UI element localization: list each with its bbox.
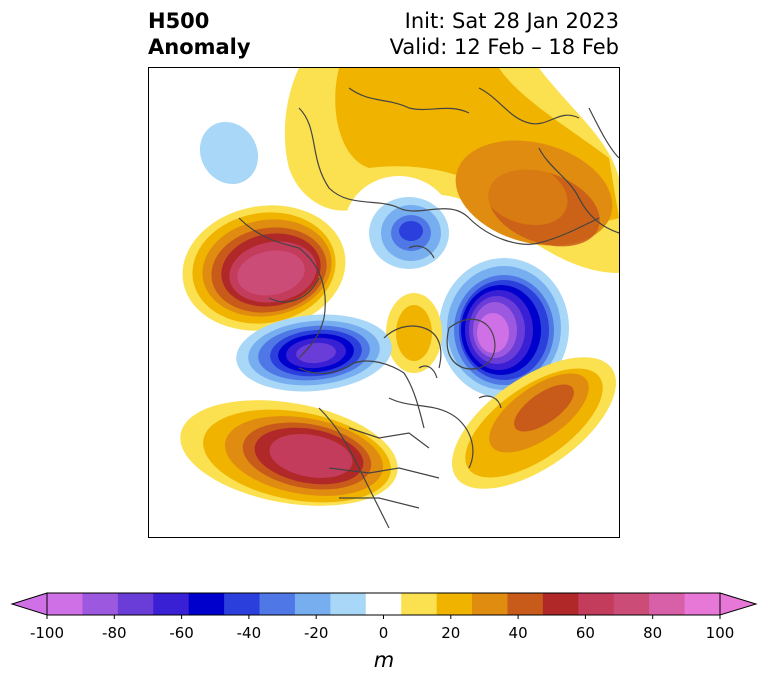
coastlines <box>238 87 619 529</box>
colorbar-tick-label: -20 <box>303 624 329 642</box>
map-dates: Init: Sat 28 Jan 2023 Valid: 12 Feb – 18… <box>390 8 619 60</box>
colorbar-bin <box>117 593 154 615</box>
colorbar-tick-label: 40 <box>508 624 528 642</box>
colorbar-tick-label: -100 <box>29 624 65 642</box>
colorbar-bin <box>188 593 225 615</box>
colorbar-bin <box>578 593 615 615</box>
western-europe-trough <box>439 258 569 398</box>
colorbar-bin <box>649 593 686 615</box>
map-panel <box>148 67 620 538</box>
colorbar-bin <box>684 593 721 615</box>
colorbar-graphic <box>10 592 758 619</box>
colorbar-unit: m <box>373 648 395 672</box>
colorbar-tick-label: 20 <box>441 624 461 642</box>
colorbar <box>10 590 758 624</box>
colorbar-bin <box>507 593 544 615</box>
anomaly-map <box>180 68 619 529</box>
central-pacific-ridge <box>180 400 398 506</box>
colorbar-bin <box>613 593 650 615</box>
init-date: Init: Sat 28 Jan 2023 <box>404 9 619 33</box>
eastern-europe-ridge <box>455 140 613 247</box>
colorbar-bin <box>401 593 438 615</box>
colorbar-bin <box>224 593 261 615</box>
colorbar-tick-label: 0 <box>378 624 389 642</box>
colorbar-over-arrow <box>719 592 758 616</box>
colorbar-bin <box>436 593 473 615</box>
colorbar-tick-label: 100 <box>705 624 735 642</box>
colorbar-bin <box>259 593 296 615</box>
title-line-1: H500 <box>148 9 210 33</box>
colorbar-bin <box>365 593 402 615</box>
colorbar-bin <box>153 593 190 615</box>
colorbar-bin <box>294 593 331 615</box>
colorbar-bin <box>47 593 83 615</box>
north-atlantic-ridge <box>452 357 616 489</box>
colorbar-tick-label: 60 <box>575 624 595 642</box>
map-title: H500 Anomaly <box>148 8 251 60</box>
title-line-2: Anomaly <box>148 35 251 59</box>
colorbar-tick-label: -80 <box>102 624 127 642</box>
arctic-canada-ridge <box>386 293 442 373</box>
east-siberia-ridge <box>182 205 346 331</box>
north-pacific-small-trough <box>199 121 259 185</box>
colorbar-bin <box>472 593 508 615</box>
bering-sea-trough <box>236 314 392 392</box>
colorbar-tick-label: 80 <box>643 624 663 642</box>
colorbar-bin <box>542 593 579 615</box>
colorbar-tick-label: -40 <box>236 624 262 642</box>
valid-period: Valid: 12 Feb – 18 Feb <box>389 35 619 59</box>
colorbar-under-arrow <box>10 592 48 616</box>
colorbar-tick-label: -60 <box>169 624 194 642</box>
central-siberia-trough <box>344 176 454 280</box>
colorbar-bin <box>330 593 367 615</box>
colorbar-bin <box>82 593 119 615</box>
